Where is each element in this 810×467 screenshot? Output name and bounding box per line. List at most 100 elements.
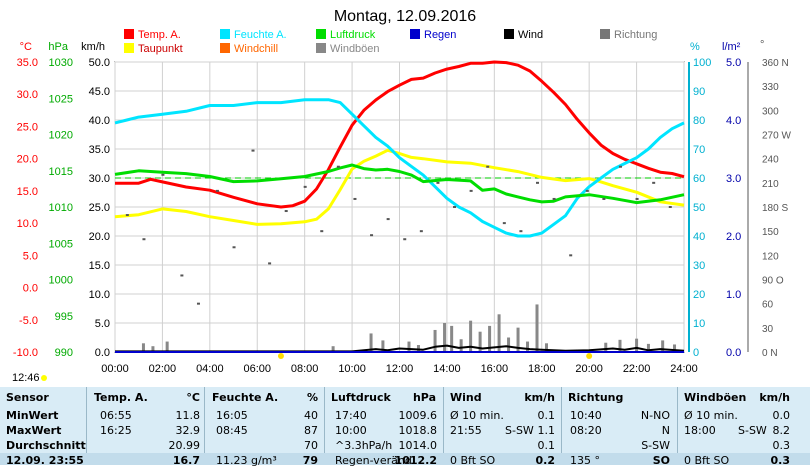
sun-marker <box>41 375 47 381</box>
cell-gust-val: 0.0 <box>772 409 791 422</box>
pressure-tick-label: 1020 <box>49 130 73 142</box>
header-gust: Windböen <box>684 391 747 404</box>
gust-bar <box>165 341 169 352</box>
legend-label: Wind <box>518 29 543 41</box>
x-tick-label: 16:00 <box>481 363 509 375</box>
direction-point <box>336 165 340 168</box>
direction-point <box>232 246 236 249</box>
legend-label: Richtung <box>614 29 657 41</box>
legend-label: Feuchte A. <box>234 29 287 41</box>
gust-bar <box>450 325 454 352</box>
direction-point <box>635 197 639 200</box>
wind-tick-label: 5.0 <box>95 318 110 330</box>
rain-tick-label: 4.0 <box>726 115 741 127</box>
pressure-tick-label: 995 <box>55 311 73 323</box>
legend-swatch <box>600 29 610 39</box>
direction-point <box>668 206 672 208</box>
weather-chart: Montag, 12.09.2016 Temp. A. Feuchte A. Luf… <box>12 8 791 384</box>
cell-gust-time: 18:00 <box>684 424 716 437</box>
pressure-tick-label: 1010 <box>49 202 73 214</box>
cell-temp-val: 11.8 <box>175 409 201 422</box>
direction-tick-label: 270 W <box>762 131 791 142</box>
x-tick-label: 18:00 <box>528 363 556 375</box>
cell-hum-val: 40 <box>304 409 318 422</box>
cell-temp-time: 06:55 <box>100 409 132 422</box>
direction-tick-label: 0 N <box>762 348 778 359</box>
legend-swatch <box>124 43 134 53</box>
x-axis: 00:00 02:00 04:00 06:00 08:00 10:00 12:00 14:00… <box>101 353 698 375</box>
direction-point <box>436 181 440 184</box>
stats-table: Sensor Temp. A. °C Feuchte A. % Luftdruc… <box>0 387 810 467</box>
header-gust-unit: km/h <box>759 391 790 404</box>
wind-tick-label: 30.0 <box>89 173 110 185</box>
wind-tick-label: 40.0 <box>89 115 110 127</box>
cell-dir-time: 135 ° <box>570 454 600 467</box>
gust-bar <box>141 343 145 352</box>
humidity-tick-label: 70 <box>693 144 705 156</box>
temp-tick-label: 25.0 <box>17 121 38 133</box>
header-hum-unit: % <box>306 391 318 404</box>
direction-tick-label: 210 <box>762 179 779 190</box>
cell-dir-val: N-NO <box>640 409 670 422</box>
cell-temp-time: 16:25 <box>100 424 132 437</box>
cell-gust-val: 0.3 <box>772 439 791 452</box>
gust-bar <box>488 325 492 352</box>
humidity-tick-label: 80 <box>693 115 705 127</box>
temp-tick-label: 10.0 <box>17 218 38 230</box>
direction-point <box>303 185 307 188</box>
gust-bar <box>331 346 335 352</box>
humidity-axis-label: % <box>690 41 700 53</box>
wind-series <box>115 344 685 353</box>
cell-gust-val: 0.3 <box>770 454 791 467</box>
direction-point <box>502 222 506 225</box>
direction-axis-label: ° <box>760 39 764 51</box>
direction-tick-label: 360 N <box>762 58 789 69</box>
temp-tick-label: 0.0 <box>23 283 38 295</box>
direction-point <box>251 149 255 152</box>
header-temp-unit: °C <box>186 391 200 404</box>
direction-point <box>602 197 606 200</box>
header-pres: Luftdruck <box>331 391 391 404</box>
direction-point <box>320 230 324 233</box>
direction-tick-label: 30 <box>762 324 774 335</box>
direction-point <box>419 230 423 233</box>
temp-tick-label: -10.0 <box>13 347 38 359</box>
x-tick-label: 12:00 <box>386 363 414 375</box>
gust-bar <box>369 333 373 352</box>
chart-legend: Temp. A. Feuchte A. Luftdruck Regen Wind Rich… <box>124 29 657 55</box>
cell-pres-val: 1018.8 <box>398 424 438 437</box>
wind-axis-label: km/h <box>81 41 105 53</box>
cell-wind-val: 1.1 <box>537 424 556 437</box>
humidity-tick-label: 100 <box>693 57 711 69</box>
x-tick-label: 04:00 <box>196 363 224 375</box>
chart-title: Montag, 12.09.2016 <box>334 8 476 25</box>
cell-pres-time: ^3.3hPa/h <box>335 439 393 452</box>
humidity-tick-label: 30 <box>693 260 705 272</box>
cell-wind-dir: S-SW <box>505 424 534 437</box>
direction-point <box>353 197 357 200</box>
header-wind-unit: km/h <box>524 391 555 404</box>
wind-tick-label: 45.0 <box>89 86 110 98</box>
cell-gust-val: 8.2 <box>772 424 791 437</box>
direction-point <box>569 254 573 257</box>
wind-tick-label: 25.0 <box>89 202 110 214</box>
pressure-tick-label: 1000 <box>49 275 73 287</box>
luftdruck-series <box>114 163 685 205</box>
cell-hum-val: 79 <box>302 454 318 467</box>
cell-pres-time: Regen-veränd. <box>335 454 416 467</box>
gust-bar <box>151 346 155 352</box>
temp-tick-label: 30.0 <box>17 89 38 101</box>
direction-point <box>552 197 556 200</box>
direction-point <box>386 218 390 221</box>
pressure-tick-label: 1025 <box>49 93 73 105</box>
cell-pres-val: 1012.2 <box>394 454 437 467</box>
humidity-tick-label: 50 <box>693 202 705 214</box>
rain-tick-label: 1.0 <box>726 289 741 301</box>
cell-dir-time: 08:20 <box>570 424 602 437</box>
direction-point <box>215 189 219 192</box>
direction-point <box>618 165 622 168</box>
temp-axis-label: °C <box>20 41 32 53</box>
temp-tick-label: 35.0 <box>17 57 38 69</box>
x-tick-label: 06:00 <box>243 363 271 375</box>
x-tick-label: 14:00 <box>433 363 461 375</box>
